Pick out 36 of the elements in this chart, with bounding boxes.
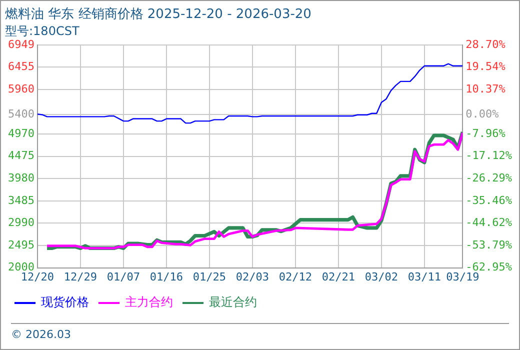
y-tick-label: 4475 — [8, 149, 34, 162]
x-tick-label: 02/21 — [322, 270, 356, 284]
y2-tick-label: -35.46% — [466, 194, 512, 207]
y2-tick-label: -44.62% — [466, 216, 512, 230]
y2-tick-label: 10.37% — [466, 82, 506, 96]
legend-label: 现货价格 — [41, 295, 89, 310]
text: © 2026.03 — [11, 323, 509, 341]
chart-subtitle: 型号:180CST — [5, 24, 80, 38]
x-tick-label: 01/25 — [192, 270, 226, 284]
legend-label: 最近合约 — [209, 295, 257, 310]
y2-tick-label: -7.96% — [466, 126, 506, 140]
y-tick-label: 5960 — [8, 82, 34, 96]
x-tick-label: 02/03 — [236, 270, 270, 284]
chart-title: 燃料油 华东 经销商价格 2025-12-20 - 2026-03-20 — [5, 7, 312, 22]
y-tick-label: 6455 — [8, 60, 34, 74]
y2-tick-label: 0.00% — [466, 108, 500, 121]
x-tick-label: 01/07 — [106, 270, 140, 284]
y-tick-label: 3980 — [8, 172, 34, 185]
y-tick-label: 4970 — [8, 126, 34, 140]
x-tick-label: 03/11 — [408, 270, 441, 284]
x-tick-label: 01/16 — [150, 270, 184, 284]
y-tick-label: 2495 — [8, 238, 34, 252]
x-tick-label: 03/02 — [364, 270, 398, 284]
y-tick-label: 3485 — [8, 194, 34, 207]
y2-tick-label: 28.70% — [466, 38, 506, 51]
y-tick-label: 2990 — [8, 216, 34, 230]
y-tick-label: 5400 — [8, 108, 34, 121]
x-tick-label: 02/12 — [278, 270, 312, 284]
legend-label: 主力合约 — [125, 295, 173, 310]
x-tick-label: 03/19 — [446, 270, 480, 284]
y2-tick-label: -26.29% — [466, 172, 512, 185]
y2-tick-label: -17.12% — [466, 149, 512, 162]
y2-tick-label: 19.54% — [466, 60, 506, 74]
x-tick-label: 12/29 — [64, 270, 98, 284]
y-tick-label: 6949 — [8, 38, 34, 51]
y2-tick-label: -53.79% — [466, 238, 512, 252]
